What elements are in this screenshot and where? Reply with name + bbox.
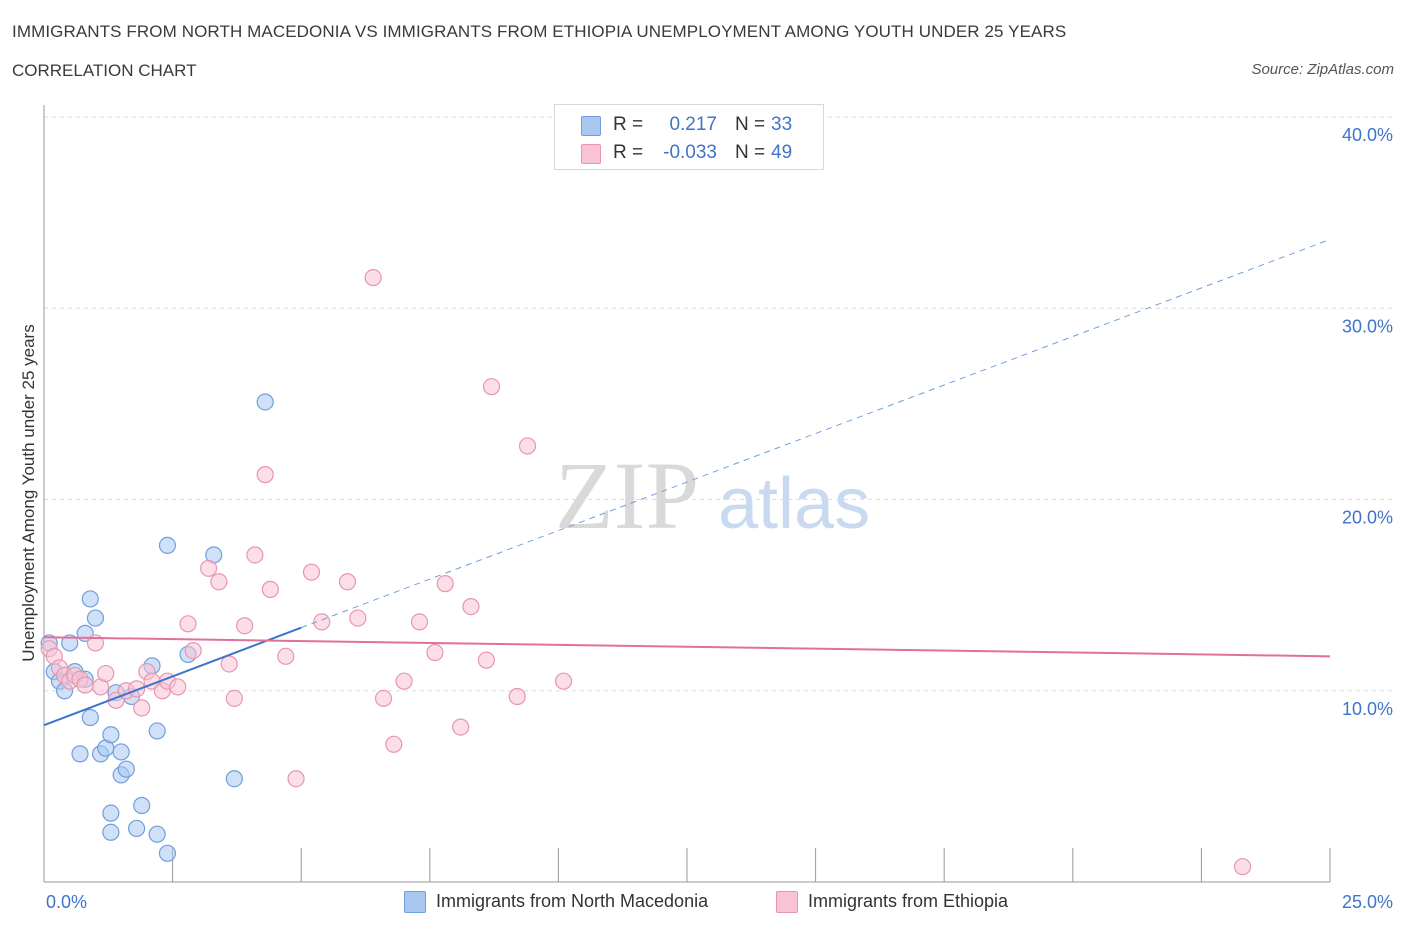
data-point bbox=[302, 563, 321, 581]
source-label: Source: ZipAtlas.com bbox=[1251, 61, 1394, 78]
data-point bbox=[338, 573, 357, 591]
legend-swatch-north-macedonia bbox=[404, 891, 426, 913]
data-points bbox=[40, 269, 1252, 876]
data-point bbox=[518, 437, 537, 455]
data-point bbox=[349, 609, 367, 627]
chart-subtitle: CORRELATION CHART bbox=[12, 61, 197, 80]
data-point bbox=[426, 643, 444, 662]
data-point bbox=[158, 536, 177, 555]
series-ethiopia bbox=[40, 269, 1252, 876]
data-point bbox=[477, 651, 495, 669]
data-point bbox=[81, 708, 99, 727]
data-point bbox=[71, 745, 89, 763]
data-point bbox=[1233, 858, 1252, 876]
data-point bbox=[462, 597, 480, 616]
data-point bbox=[76, 676, 94, 694]
y-tick-label: 20.0% bbox=[1342, 508, 1393, 528]
data-point bbox=[148, 722, 166, 740]
chart-title: IMMIGRANTS FROM NORTH MACEDONIA VS IMMIG… bbox=[12, 22, 1067, 41]
x-tick-label: 0.0% bbox=[46, 892, 87, 912]
data-point bbox=[133, 699, 151, 717]
data-point bbox=[225, 689, 243, 708]
data-point bbox=[112, 743, 130, 761]
data-point bbox=[102, 804, 120, 822]
y-axis-label: Unemployment Among Youth under 25 years bbox=[19, 324, 38, 661]
data-point bbox=[482, 378, 501, 396]
data-point bbox=[200, 559, 218, 577]
watermark-atlas: atlas bbox=[718, 464, 870, 544]
n-value: 33 bbox=[771, 114, 793, 135]
data-point bbox=[102, 823, 120, 841]
legend-swatch-ethiopia bbox=[776, 891, 798, 913]
n-value: 49 bbox=[771, 142, 793, 163]
data-point bbox=[210, 573, 228, 591]
trend-line-north-macedonia bbox=[43, 626, 302, 727]
data-point bbox=[256, 393, 274, 411]
correlation-legend: R = 0.217 N = 33 R = -0.033 N = 49 bbox=[554, 104, 824, 170]
data-point bbox=[261, 580, 279, 598]
data-point bbox=[97, 664, 115, 683]
data-point bbox=[395, 672, 413, 690]
r-label: R = bbox=[613, 142, 644, 163]
data-point bbox=[220, 655, 238, 673]
grid-lines bbox=[44, 116, 1396, 692]
trend-line-north-macedonia-extended bbox=[301, 238, 1331, 629]
data-point bbox=[61, 634, 79, 652]
y-tick-label: 40.0% bbox=[1342, 125, 1393, 145]
n-label: N = bbox=[735, 142, 766, 163]
data-point bbox=[236, 617, 254, 635]
data-point bbox=[179, 615, 197, 633]
legend-label: Immigrants from North Macedonia bbox=[436, 891, 709, 911]
x-tick-labels: 0.0% 25.0% bbox=[46, 892, 1393, 912]
data-point bbox=[508, 687, 526, 706]
data-point bbox=[410, 613, 429, 631]
data-point bbox=[86, 609, 105, 627]
n-label: N = bbox=[735, 114, 766, 135]
trend-lines bbox=[43, 238, 1331, 727]
data-point bbox=[158, 844, 177, 862]
legend-label: Immigrants from Ethiopia bbox=[808, 891, 1009, 911]
y-tick-label: 10.0% bbox=[1342, 699, 1393, 719]
data-point bbox=[102, 726, 120, 744]
trend-line-ethiopia bbox=[43, 636, 1331, 658]
data-point bbox=[148, 825, 166, 843]
data-point bbox=[127, 819, 146, 838]
x-tick-label: 25.0% bbox=[1342, 892, 1393, 912]
data-point bbox=[277, 647, 295, 665]
data-point bbox=[133, 796, 151, 815]
y-tick-label: 30.0% bbox=[1342, 316, 1393, 336]
r-label: R = bbox=[613, 114, 644, 135]
legend-swatch-ethiopia bbox=[581, 144, 601, 164]
r-value: 0.217 bbox=[669, 114, 717, 135]
data-point bbox=[364, 269, 382, 287]
y-tick-labels: 10.0% 20.0% 30.0% 40.0% bbox=[1342, 125, 1393, 719]
data-point bbox=[385, 735, 403, 753]
data-point bbox=[256, 466, 274, 484]
data-point bbox=[127, 680, 146, 698]
data-point bbox=[117, 760, 135, 778]
data-point bbox=[184, 641, 202, 660]
data-point bbox=[374, 689, 393, 708]
data-point bbox=[246, 546, 264, 564]
data-point bbox=[287, 770, 305, 788]
data-point bbox=[452, 718, 470, 736]
legend-swatch-north-macedonia bbox=[581, 116, 601, 136]
data-point bbox=[169, 678, 187, 696]
data-point bbox=[225, 770, 243, 788]
r-value: -0.033 bbox=[663, 142, 717, 163]
data-point bbox=[436, 575, 454, 593]
watermark-zip: ZIP bbox=[555, 442, 699, 549]
data-point bbox=[81, 590, 99, 608]
data-point bbox=[554, 672, 573, 690]
